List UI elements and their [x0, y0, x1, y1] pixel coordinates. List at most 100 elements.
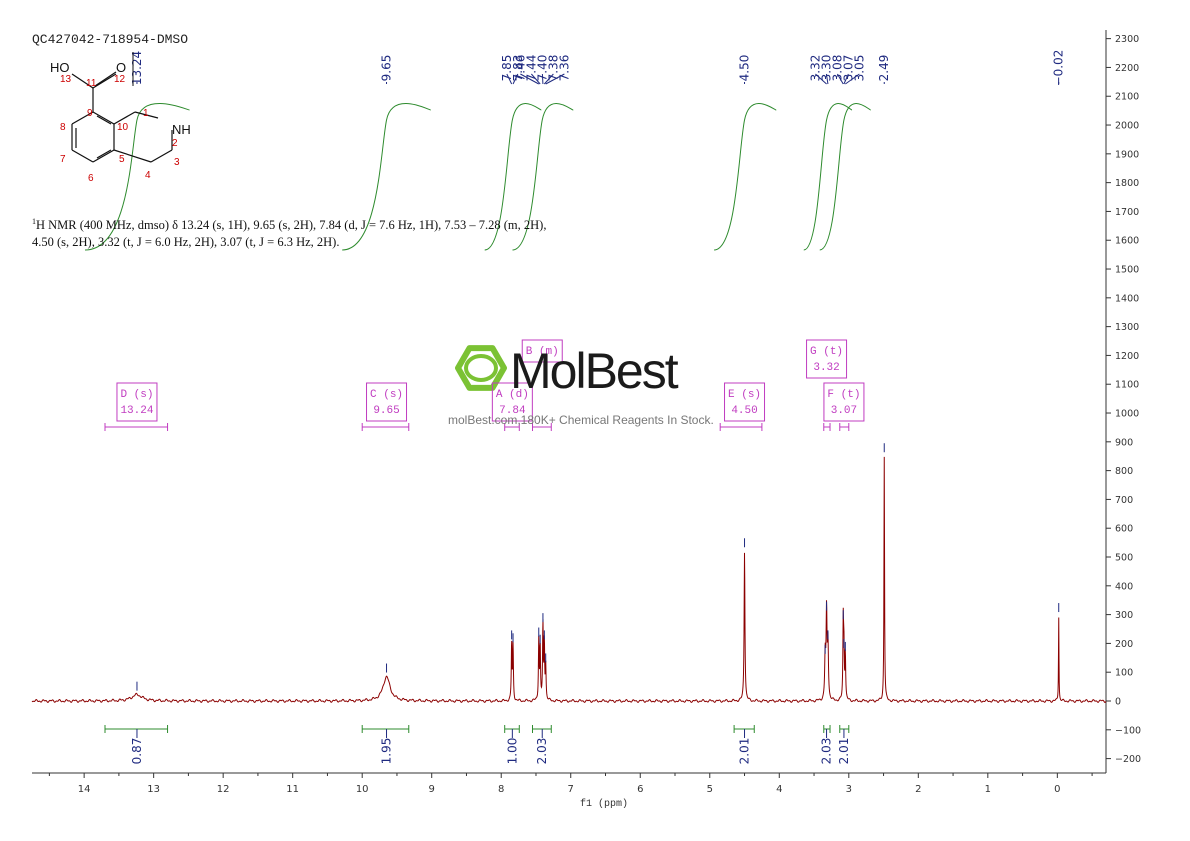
integral-value: 2.03 — [535, 738, 549, 765]
spectrum-line — [31, 456, 1107, 703]
integral-value: 2.01 — [837, 738, 851, 765]
peak-label: 3.05 — [852, 55, 866, 82]
multiplet-name: C (s) — [370, 389, 403, 401]
peak-label-leader — [815, 73, 827, 85]
peak-label: 3.07 — [841, 55, 855, 82]
x-tick-label: 6 — [637, 784, 643, 795]
peak-label-leader — [506, 73, 513, 85]
y-tick-label: 500 — [1115, 553, 1133, 564]
x-tick-label: 10 — [356, 784, 369, 795]
nmr-description: 1H NMR (400 MHz, dmso) δ 13.24 (s, 1H), … — [32, 213, 632, 251]
peak-label-leader — [520, 73, 539, 85]
peak-label-leader — [512, 73, 519, 85]
double-bond — [96, 149, 112, 159]
x-tick-label: 9 — [429, 784, 435, 795]
ring-number: 4 — [145, 170, 151, 181]
watermark-ring-icon — [464, 354, 498, 382]
peak-label-leader — [845, 73, 860, 85]
integral-curve — [84, 103, 190, 251]
x-tick-label: 0 — [1054, 784, 1060, 795]
integral-value: 1.00 — [505, 738, 519, 765]
peak-label: 3.08 — [830, 55, 844, 82]
peak-label: 4.50 — [738, 55, 752, 82]
multiplet-box — [116, 382, 158, 422]
peak-label: 3.30 — [819, 55, 833, 82]
y-tick-label: 1100 — [1115, 380, 1139, 391]
integral-curve — [803, 103, 853, 251]
peak-label: 7.36 — [557, 55, 571, 82]
y-tick-label: 1700 — [1115, 207, 1139, 218]
peak-label-leader — [541, 73, 544, 85]
y-tick-label: 600 — [1115, 524, 1133, 535]
integral-curve — [484, 103, 542, 251]
y-tick-label: 100 — [1115, 668, 1133, 679]
peak-label-leader — [531, 73, 541, 85]
y-tick-label: −100 — [1115, 725, 1141, 736]
y-tick-label: −200 — [1115, 754, 1141, 765]
multiplet-name: A (d) — [496, 389, 529, 401]
multiplet-box — [491, 382, 533, 422]
y-tick-label: 200 — [1115, 639, 1133, 650]
integral-curve — [342, 102, 431, 251]
integral-value: 2.03 — [820, 738, 834, 765]
y-tick-label: 900 — [1115, 437, 1133, 448]
peak-label: 7.40 — [535, 55, 549, 82]
y-tick-label: 1900 — [1115, 149, 1139, 160]
atom-label: HO — [50, 60, 70, 75]
multiplet-shift: 13.24 — [120, 405, 153, 417]
y-tick-label: 400 — [1115, 581, 1133, 592]
atom-number: 2 — [172, 138, 178, 149]
bond — [92, 73, 117, 89]
bond — [134, 111, 159, 119]
x-tick-label: 4 — [776, 784, 782, 795]
integral-value: 2.01 — [738, 738, 752, 765]
peak-label: 7.46 — [513, 55, 527, 82]
y-tick-label: 2200 — [1115, 63, 1139, 74]
y-tick-label: 2300 — [1115, 34, 1139, 45]
multiplet-box — [823, 382, 865, 422]
bond — [92, 149, 115, 163]
x-axis-label: f1 (ppm) — [580, 798, 628, 810]
atom-number: 12 — [114, 74, 126, 85]
ring-number: 9 — [87, 108, 93, 119]
double-bond — [94, 71, 117, 87]
ring-number: 7 — [60, 154, 66, 165]
x-tick-label: 11 — [286, 784, 299, 795]
x-tick-label: 5 — [707, 784, 713, 795]
atom-label: O — [116, 60, 126, 75]
x-tick-label: 14 — [78, 784, 91, 795]
y-tick-label: 2100 — [1115, 92, 1139, 103]
multiplet-name: D (s) — [120, 389, 153, 401]
x-tick-label: 12 — [217, 784, 230, 795]
peak-label-leader — [843, 73, 849, 85]
integral-value: 1.95 — [380, 738, 394, 765]
multiplet-shift: 9.65 — [373, 405, 399, 417]
multiplet-box — [521, 339, 563, 363]
multiplet-name: E (s) — [728, 389, 761, 401]
multiplet-shift: 3.32 — [813, 362, 839, 374]
ring-number: 8 — [60, 122, 66, 133]
double-bond — [96, 115, 112, 125]
nmr-line-2: 4.50 (s, 2H), 3.32 (t, J = 6.0 Hz, 2H), … — [32, 235, 340, 250]
atom-label: NH — [172, 122, 191, 137]
bond — [92, 111, 115, 125]
x-tick-label: 1 — [985, 784, 991, 795]
peak-label: 7.44 — [524, 55, 538, 82]
multiplet-name: F (t) — [827, 389, 860, 401]
y-tick-label: 800 — [1115, 466, 1133, 477]
integral-value: 0.87 — [130, 738, 144, 765]
sample-id: QC427042-718954-DMSO — [32, 32, 189, 47]
peak-label-leader — [825, 73, 829, 85]
y-tick-label: 1000 — [1115, 409, 1139, 420]
nmr-line-1: H NMR (400 MHz, dmso) δ 13.24 (s, 1H), 9… — [36, 218, 547, 233]
peak-label: −0.02 — [1052, 50, 1066, 87]
multiplet-shift: 7.84 — [499, 405, 526, 417]
y-tick-label: 1800 — [1115, 178, 1139, 189]
y-tick-label: 1200 — [1115, 351, 1139, 362]
ring-number: 10 — [117, 122, 129, 133]
peak-label: 9.65 — [380, 55, 394, 82]
x-tick-label: 7 — [568, 784, 574, 795]
x-tick-label: 3 — [846, 784, 852, 795]
multiplet-box — [806, 339, 848, 379]
